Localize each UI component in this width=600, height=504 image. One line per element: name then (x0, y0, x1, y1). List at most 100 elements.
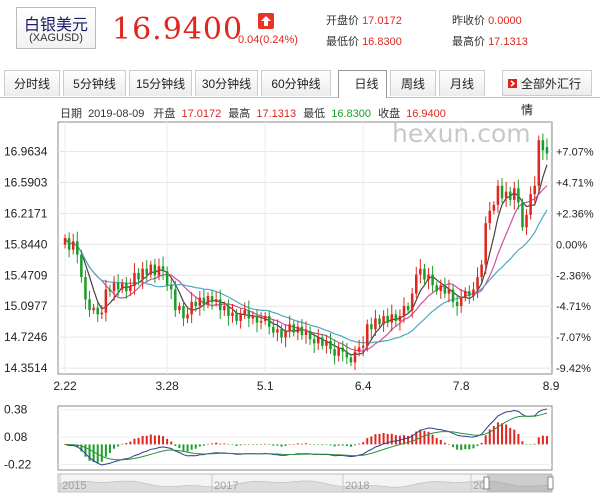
macd-bar (276, 444, 279, 446)
candle (476, 267, 479, 299)
info-date-label: 日期 (60, 107, 82, 120)
macd-bar (206, 443, 209, 445)
candle (406, 302, 410, 314)
macd-bar (484, 435, 487, 445)
candle-body (529, 194, 532, 215)
price-axis: 16.9634 16.5903 16.2171 15.8440 15.4709 15.09… (4, 145, 48, 376)
macd-bar (149, 434, 152, 445)
tab-intraday[interactable]: 分时线 (4, 70, 60, 96)
tab-5min[interactable]: 5分钟线 (63, 70, 126, 96)
macd-bar (280, 444, 283, 447)
candle (329, 333, 332, 354)
macd-bar (117, 444, 120, 447)
candle (288, 315, 291, 338)
macd-bar (178, 444, 181, 449)
candle-body (312, 339, 316, 344)
candle-body (133, 272, 136, 287)
candle (533, 176, 536, 203)
candle-body (218, 299, 222, 311)
tab-weekly[interactable]: 周线 (390, 70, 436, 96)
macd-bar (488, 429, 491, 445)
candle-body (300, 326, 304, 336)
candle-body (472, 289, 475, 297)
timeline-handle-left[interactable] (483, 476, 490, 490)
candle-body (125, 282, 128, 292)
candle (284, 324, 287, 348)
candle-body (239, 314, 242, 321)
candle (243, 302, 247, 320)
candle-body (67, 238, 71, 250)
candle-body (202, 297, 206, 305)
timeline-navigator[interactable]: 2015 2017 2018 201 (57, 473, 554, 493)
macd-bar (476, 444, 479, 447)
tab-60min[interactable]: 60分钟线 (261, 70, 331, 96)
macd-bar (223, 443, 226, 445)
timeline-selection[interactable] (487, 474, 552, 492)
candle (525, 209, 528, 235)
macd-frame (57, 405, 553, 471)
macd-tick-label: -0.22 (4, 458, 32, 472)
candle-body (464, 291, 467, 298)
candle-body (292, 324, 296, 333)
candle (504, 181, 508, 207)
candle-body (255, 315, 259, 323)
candle (382, 310, 385, 332)
candle (259, 312, 263, 330)
tab-daily[interactable]: 日线 (338, 70, 387, 98)
candle (374, 309, 377, 336)
tab-monthly[interactable]: 月线 (439, 70, 485, 96)
candle-body (370, 324, 373, 330)
tab-15min[interactable]: 15分钟线 (129, 70, 192, 96)
macd-bar (235, 444, 238, 446)
candle-body (80, 254, 83, 278)
info-open: 17.0172 (181, 108, 221, 120)
candle-body (137, 272, 140, 280)
macd-bar (415, 431, 418, 445)
macd-bar (215, 442, 218, 445)
timeline-handle-right[interactable] (547, 476, 554, 490)
candle (161, 256, 165, 280)
candlestick-chart: 日期 2019-08-09 开盘 17.0172 最高 17.1313 最低 1… (4, 106, 594, 493)
quote-open-label: 开盘价 (326, 15, 359, 27)
candle (316, 328, 320, 351)
candle (272, 319, 275, 338)
quote-open-value: 17.0172 (362, 15, 402, 27)
candle (223, 301, 226, 316)
candle-body (443, 285, 447, 294)
macd-bar (137, 437, 140, 445)
candle-body (88, 299, 91, 311)
candle (129, 278, 132, 296)
tab-30min[interactable]: 30分钟线 (195, 70, 258, 96)
candle-body (357, 347, 361, 352)
candle (174, 280, 177, 317)
macd-bar (88, 444, 91, 461)
macd-bar (157, 435, 160, 445)
timeline-area (57, 480, 553, 493)
candle-body (419, 268, 422, 275)
macd-bar (529, 444, 532, 445)
quote-high: 最高价 17.1313 (452, 33, 528, 49)
candle-body (153, 264, 157, 276)
candle (92, 303, 95, 314)
macd-bar (243, 444, 246, 445)
macd-bar (145, 435, 148, 445)
price-tick-label: 15.8440 (4, 237, 48, 251)
macd-bar (141, 435, 144, 445)
macd-bar (198, 444, 201, 447)
candle (378, 314, 381, 328)
macd-bar (260, 444, 263, 445)
macd-bar (153, 435, 156, 445)
candle (100, 304, 104, 320)
candle (398, 309, 402, 331)
date-tick-label: 3.28 (155, 379, 179, 393)
all-fx-button[interactable]: 全部外汇行情 (502, 70, 592, 117)
candle (529, 186, 532, 220)
candle-body (174, 289, 177, 311)
candle (292, 320, 296, 337)
candle (402, 297, 406, 323)
candle (443, 277, 447, 299)
candle (341, 340, 345, 362)
macd-bar (431, 434, 434, 445)
macd-bar (321, 444, 324, 446)
candle-body (96, 307, 99, 315)
